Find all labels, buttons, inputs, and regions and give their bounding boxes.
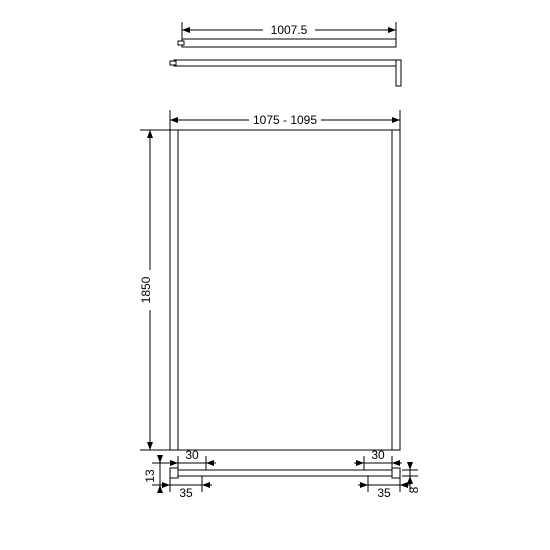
dim-bottom-top-left-label: 30 bbox=[185, 448, 199, 462]
dim-bottom-top-right: 30 bbox=[354, 448, 402, 470]
dim-panel-width-label: 1075 - 1095 bbox=[253, 113, 317, 127]
dim-panel-width: 1075 - 1095 bbox=[170, 110, 400, 130]
top-bar-2 bbox=[170, 60, 401, 86]
bottom-section bbox=[170, 468, 400, 478]
technical-drawing: 1007.5 1075 - 1095 1850 bbox=[0, 0, 550, 550]
dim-right-small: 8 bbox=[402, 462, 421, 493]
dim-top-width: 1007.5 bbox=[182, 22, 396, 39]
dim-top-width-label: 1007.5 bbox=[271, 23, 308, 37]
dim-panel-height: 1850 bbox=[139, 130, 170, 450]
dim-right-small-label: 8 bbox=[407, 486, 421, 493]
dim-bottom-bot-left-label: 35 bbox=[179, 486, 193, 500]
dim-left-small-label: 13 bbox=[143, 469, 157, 483]
dim-panel-height-label: 1850 bbox=[139, 276, 153, 303]
dim-bottom-top-right-label: 30 bbox=[371, 448, 385, 462]
main-panel bbox=[170, 130, 400, 450]
dim-bottom-bot-left: 35 bbox=[160, 476, 212, 500]
dim-left-small: 13 bbox=[143, 455, 168, 493]
dim-bottom-bot-right: 35 bbox=[358, 476, 410, 500]
dim-bottom-top-left: 30 bbox=[168, 448, 216, 470]
top-bar-1 bbox=[178, 39, 396, 47]
dim-bottom-bot-right-label: 35 bbox=[377, 486, 391, 500]
